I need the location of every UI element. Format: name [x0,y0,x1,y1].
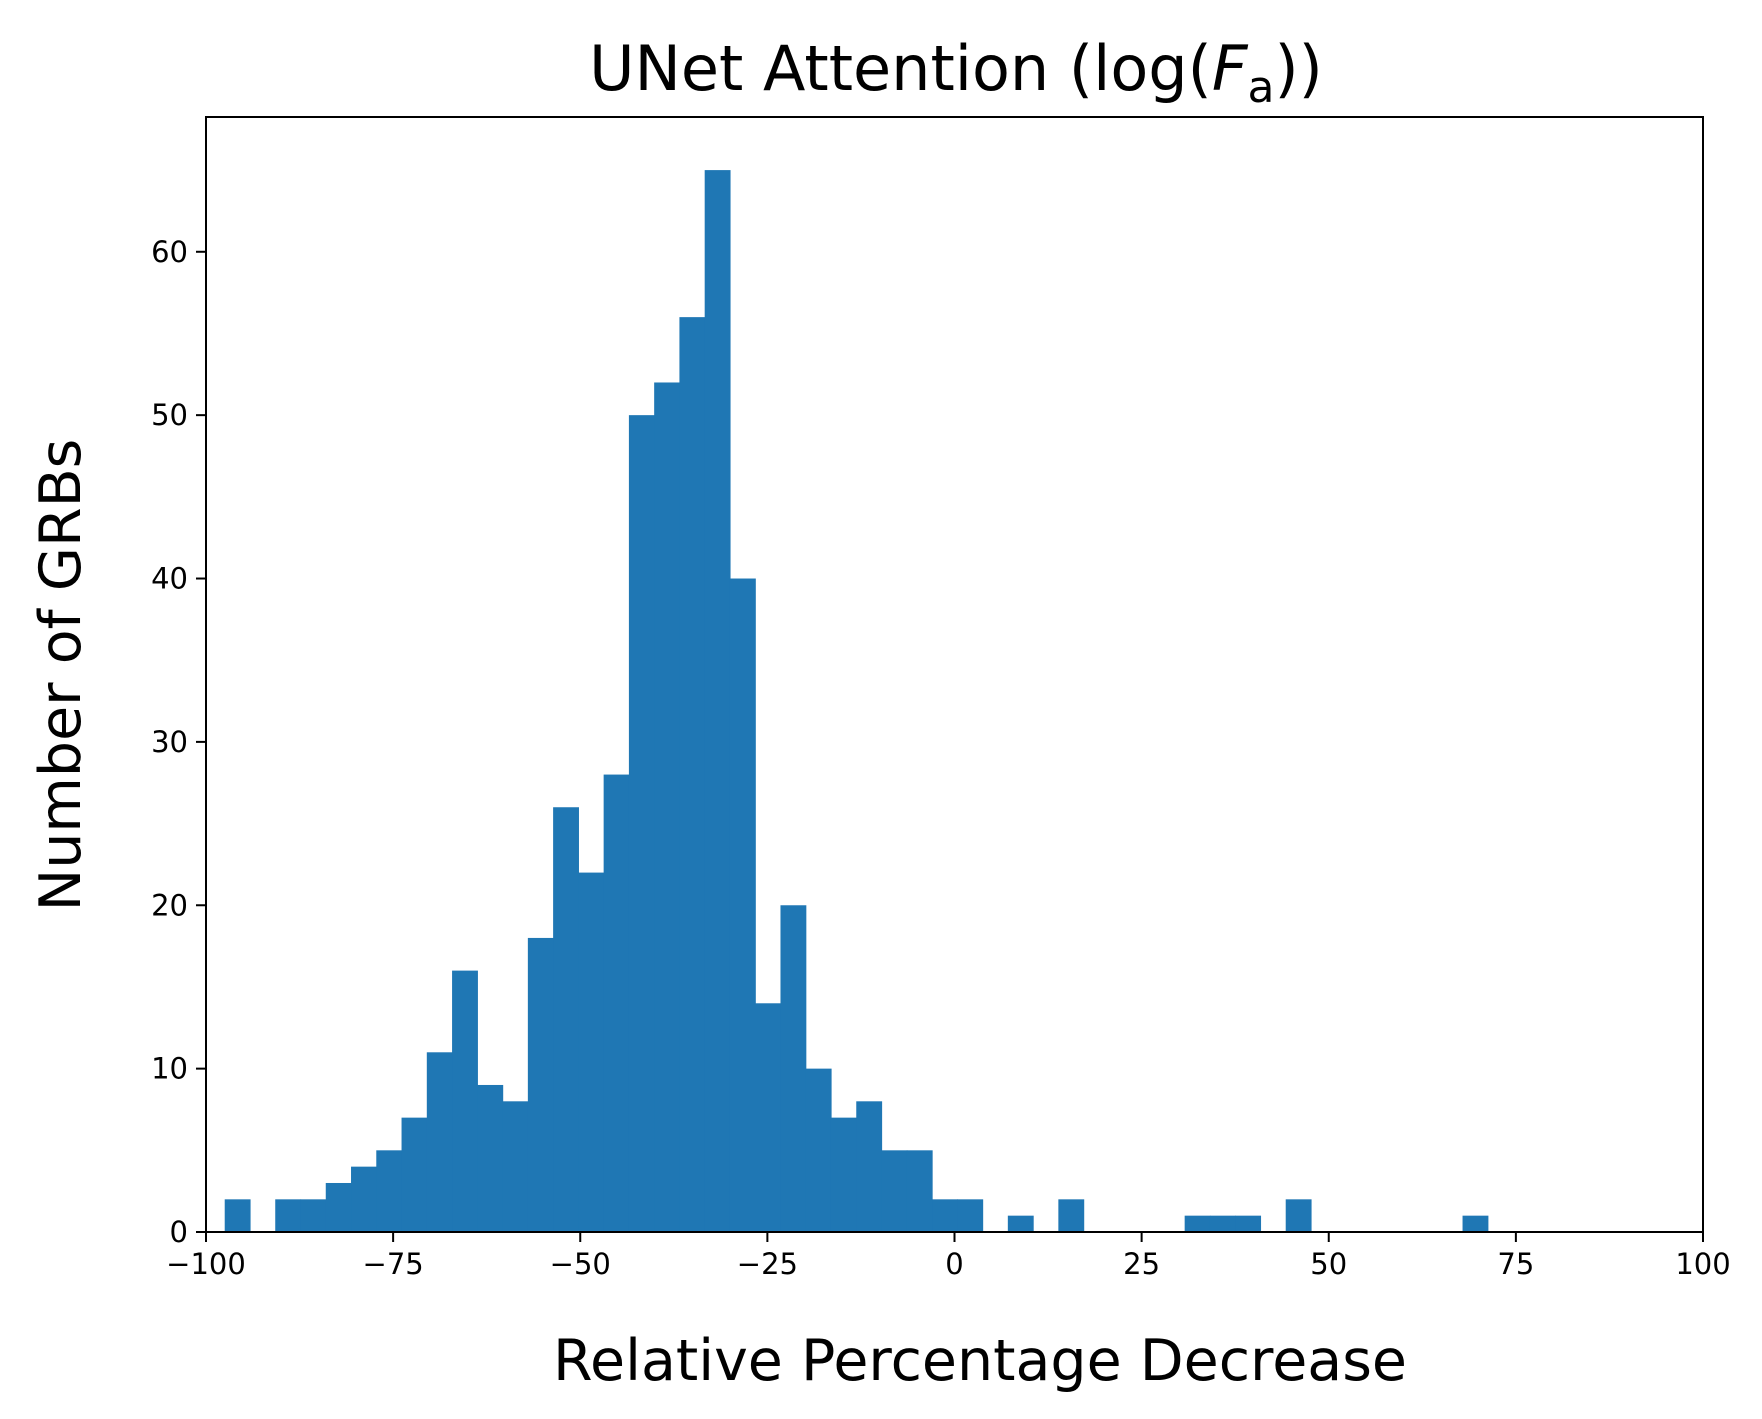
histogram-bar [351,1166,377,1232]
histogram-bar [1285,1199,1312,1232]
histogram-bar [300,1199,327,1232]
y-tick-label: 50 [151,398,188,432]
y-tick-label: 10 [151,1052,188,1086]
histogram-bar [224,1199,251,1232]
histogram-bar [578,872,605,1232]
histogram-bar [1007,1215,1034,1232]
chart-title-subscript: a [1247,62,1274,113]
histogram-bar [1235,1215,1262,1232]
histogram-bar [376,1150,403,1232]
chart-title-suffix: )) [1274,32,1322,105]
x-tick-label: 100 [1675,1247,1730,1281]
histogram-bar [856,1101,883,1232]
histogram-bar [527,937,554,1232]
histogram-bar [502,1101,529,1232]
x-tick-label: −100 [166,1247,246,1281]
x-tick-label: 25 [1123,1247,1160,1281]
y-tick-label: 30 [151,725,188,759]
histogram-bar [704,170,731,1233]
histogram-bar [628,415,655,1233]
x-tick-label: −75 [363,1247,424,1281]
histogram-bars [224,170,1489,1233]
histogram-bar [603,774,630,1232]
histogram-bar [1462,1215,1489,1232]
histogram-bar [553,807,579,1232]
histogram-bar [1184,1215,1211,1232]
histogram-bar [426,1052,453,1232]
y-tick-label: 20 [151,888,188,922]
histogram-bar [906,1150,933,1232]
histogram-bar [805,1068,832,1232]
histogram-bar [275,1199,302,1232]
y-tick-label: 40 [151,562,188,596]
y-axis-ticks: 0 10 20 30 40 50 60 [151,235,206,1249]
histogram-bar [654,382,681,1232]
histogram-bar [477,1084,504,1232]
histogram-bar [830,1117,857,1232]
histogram-bar [755,1003,782,1232]
histogram-bar [729,578,756,1232]
x-tick-label: 50 [1310,1247,1347,1281]
y-tick-label: 60 [151,235,188,269]
histogram-bar [881,1150,908,1232]
y-axis-label: Number of GRBs [28,439,94,912]
histogram-bar [1058,1199,1085,1232]
x-tick-label: −50 [550,1247,611,1281]
histogram-bar [679,317,706,1233]
x-tick-label: −25 [737,1247,798,1281]
x-axis-ticks: −100 −75 −50 −25 0 25 50 75 100 [166,1232,1731,1281]
histogram-bar [957,1199,984,1232]
histogram-bar [780,905,807,1232]
histogram-bar [1209,1215,1236,1232]
x-tick-label: 75 [1497,1247,1534,1281]
histogram-bar [325,1182,352,1232]
chart-title-symbol: F [1212,32,1249,105]
histogram-bar [932,1199,958,1232]
chart-title: UNet Attention (log(Fa)) [589,32,1323,113]
x-axis-label: Relative Percentage Decrease [553,1328,1407,1394]
histogram-bar [452,970,478,1232]
y-tick-label: 0 [170,1215,188,1249]
chart-title-prefix: UNet Attention (log( [589,32,1212,105]
x-tick-label: 0 [945,1247,963,1281]
histogram-bar [401,1117,428,1232]
